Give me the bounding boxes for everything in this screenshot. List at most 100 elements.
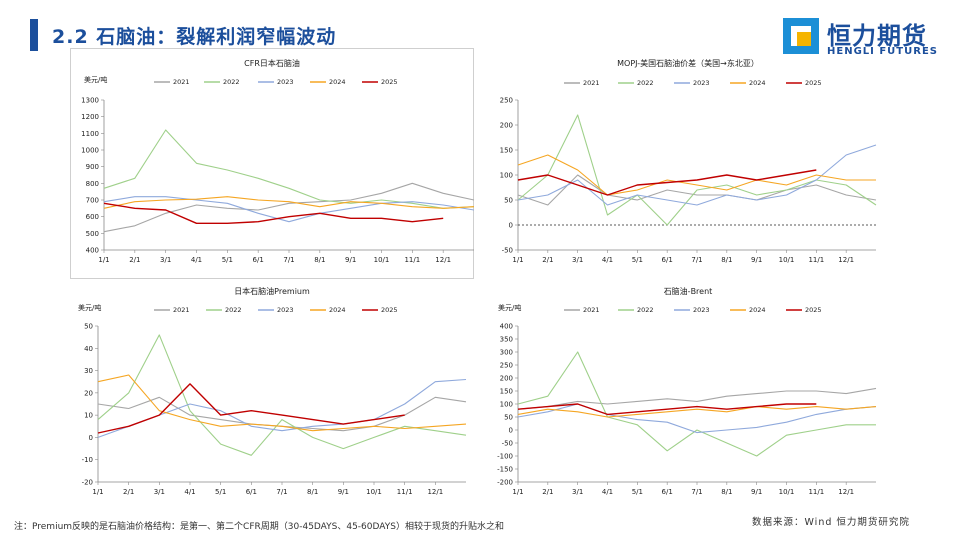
y-tick-label: 20 [84,389,93,397]
title-accent-bar [30,19,38,51]
x-tick-label: 4/1 [184,488,195,496]
y-tick-label: 900 [86,163,99,171]
x-tick-label: 10/1 [779,256,795,264]
y-tick-label: -150 [497,466,513,474]
y-tick-label: 0 [509,222,513,230]
x-tick-label: 2/1 [129,256,140,264]
x-tick-label: 7/1 [283,256,294,264]
chart-title: 石脑油-Brent [664,286,713,296]
legend-label-2021: 2021 [583,306,600,314]
y-tick-label: 0 [89,434,93,442]
y-tick-label: -50 [502,440,513,448]
x-tick-label: 2/1 [542,256,553,264]
x-tick-label: 3/1 [154,488,165,496]
y-tick-label: 1200 [81,113,99,121]
legend-label-2025: 2025 [805,306,822,314]
x-tick-label: 6/1 [246,488,257,496]
x-tick-label: 1/1 [98,256,109,264]
legend-label-2023: 2023 [693,306,710,314]
x-tick-label: 11/1 [808,256,824,264]
legend-label-2021: 2021 [583,79,600,87]
x-tick-label: 12/1 [838,256,854,264]
x-tick-label: 1/1 [512,256,523,264]
legend-label-2021: 2021 [173,306,190,314]
series-line-2023 [103,196,475,223]
y-tick-label: -10 [82,456,93,464]
x-tick-label: 3/1 [572,256,583,264]
series-line-2021 [517,174,877,206]
chart-title: 日本石脑油Premium [234,286,310,296]
y-tick-label: 50 [84,323,93,331]
x-tick-label: 5/1 [222,256,233,264]
x-tick-label: 10/1 [374,256,390,264]
y-tick-label: 100 [500,401,513,409]
y-tick-label: 250 [500,97,513,105]
y-tick-label: 100 [500,172,513,180]
y-tick-label: 0 [509,427,513,435]
chart-title: CFR日本石脑油 [244,58,300,68]
x-tick-label: 9/1 [751,256,762,264]
y-tick-label: 50 [504,197,513,205]
legend-label-2025: 2025 [381,78,398,86]
legend-label-2022: 2022 [637,306,654,314]
legend-label-2024: 2024 [329,78,346,86]
series-line-2022 [103,129,475,209]
mopj-us-spread-chart: MOPJ-美国石脑油价差（美国→东北亚） -50 0 50 100 150 200 250 1/… [500,58,877,264]
series-line-2025 [103,202,444,224]
x-tick-label: 11/1 [808,488,824,496]
x-tick-label: 7/1 [276,488,287,496]
y-tick-label: 400 [500,323,513,331]
legend-label-2025: 2025 [805,79,822,87]
series-line-2025 [517,403,817,416]
unit-label: 美元/吨 [498,303,521,312]
x-tick-label: 3/1 [160,256,171,264]
y-tick-label: 700 [86,197,99,205]
chart-title: MOPJ-美国石脑油价差（美国→东北亚） [617,58,759,68]
y-tick-label: 1000 [81,147,99,155]
series-line-2021 [97,396,467,432]
series-line-2021 [517,387,877,410]
series-line-2023 [517,403,877,434]
naphtha-brent-chart: 石脑油-Brent 美元/吨 -200 -150 -100 -50 0 50 100 150 200… [497,286,877,496]
logo-subtitle: HENGLI FUTURES [827,46,938,57]
chart-1-frame [70,48,474,279]
y-tick-label: 150 [500,388,513,396]
legend-label-2025: 2025 [381,306,398,314]
x-tick-label: 8/1 [307,488,318,496]
series-line-2025 [517,169,817,196]
x-tick-label: 3/1 [572,488,583,496]
legend-label-2023: 2023 [277,78,294,86]
x-tick-label: 10/1 [366,488,382,496]
x-tick-label: 1/1 [92,488,103,496]
x-tick-label: 12/1 [435,256,451,264]
data-source: 数据来源：Wind 恒力期货研究院 [752,517,910,528]
x-tick-label: 5/1 [632,488,643,496]
y-tick-label: -100 [497,453,513,461]
y-tick-label: 10 [84,412,93,420]
logo-name: 恒力期货 [827,22,927,50]
x-tick-label: 5/1 [215,488,226,496]
y-tick-label: 300 [500,349,513,357]
x-tick-label: 8/1 [721,488,732,496]
x-tick-label: 2/1 [542,488,553,496]
y-tick-label: 200 [500,375,513,383]
series-line-2022 [97,334,467,456]
y-tick-label: 150 [500,147,513,155]
legend-label-2022: 2022 [637,79,654,87]
y-tick-label: 250 [500,362,513,370]
legend-label-2022: 2022 [225,306,242,314]
series-line-2025 [97,383,405,434]
x-tick-label: 4/1 [191,256,202,264]
y-tick-label: 400 [86,247,99,255]
legend-label-2022: 2022 [223,78,240,86]
series-line-2024 [103,196,475,209]
legend-label-2021: 2021 [173,78,190,86]
series-line-2024 [517,154,876,196]
y-tick-label: 600 [86,213,99,221]
slide-title: 2.2 石脑油：裂解利润窄幅波动 [52,26,337,48]
x-tick-label: 10/1 [779,488,795,496]
y-tick-label: 40 [84,345,93,353]
x-tick-label: 11/1 [397,488,413,496]
series-line-2024 [97,374,467,432]
x-tick-label: 7/1 [691,256,702,264]
